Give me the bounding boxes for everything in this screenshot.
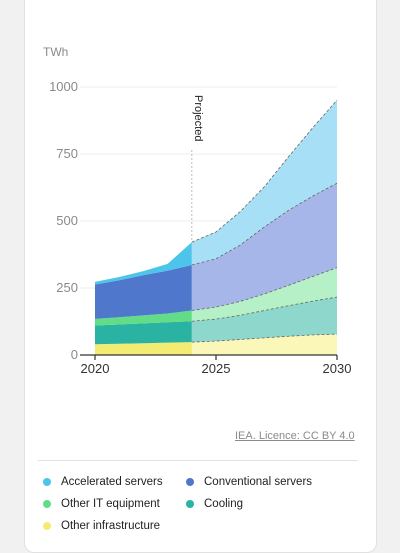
legend-divider	[38, 460, 358, 461]
area-projected-accelerated-servers	[191, 100, 337, 265]
projected-boundary-accelerated-servers	[191, 99, 338, 243]
area-historical-other-infrastructure	[95, 342, 192, 355]
y-tick-label: 250	[56, 280, 78, 295]
legend-item-accelerated-servers: Accelerated servers	[43, 476, 163, 488]
legend-label: Other IT equipment	[61, 498, 160, 510]
legend-item-other-infrastructure: Other infrastructure	[43, 520, 160, 532]
legend-swatch	[43, 522, 51, 530]
area-projected-other-infrastructure	[191, 334, 337, 355]
x-tick-label: 2020	[81, 361, 110, 376]
y-tick-labels: 0 250 500 750 1000	[49, 79, 78, 362]
projected-boundary-other-it-equipment	[191, 267, 338, 311]
area-projected-conventional-servers	[191, 183, 337, 311]
projected-boundary-conventional-servers	[191, 182, 338, 266]
y-tick-label: 1000	[49, 79, 78, 94]
area-historical-conventional-servers	[95, 264, 192, 319]
y-tick-label: 750	[56, 146, 78, 161]
projected-boundary-cooling	[191, 296, 338, 322]
projected-label: Projected	[192, 95, 204, 141]
stacked-areas	[95, 99, 338, 355]
y-tick-label: 500	[56, 213, 78, 228]
x-tick-labels: 2020 2025 2030	[81, 361, 352, 376]
legend-label: Cooling	[204, 498, 243, 510]
area-historical-other-it-equipment	[95, 310, 192, 326]
legend-item-conventional-servers: Conventional servers	[186, 476, 312, 488]
area-historical-cooling	[95, 321, 192, 345]
x-tick-label: 2025	[202, 361, 231, 376]
projected-boundary-other-infrastructure	[191, 333, 338, 343]
legend-swatch	[43, 478, 51, 486]
legend-label: Conventional servers	[204, 476, 313, 488]
legend-item-other-it-equipment: Other IT equipment	[43, 498, 160, 510]
area-projected-other-it-equipment	[191, 267, 337, 322]
x-axis	[80, 354, 338, 360]
area-historical-accelerated-servers	[95, 242, 192, 285]
legend-label: Other infrastructure	[61, 520, 161, 532]
legend-label: Accelerated servers	[61, 476, 163, 488]
x-tick-label: 2030	[323, 361, 352, 376]
y-tick-label: 0	[71, 347, 78, 362]
y-unit-label: TWh	[43, 45, 68, 59]
area-projected-cooling	[191, 297, 337, 343]
legend-swatch	[43, 500, 51, 508]
legend-swatch	[186, 478, 194, 486]
legend-item-cooling: Cooling	[186, 498, 243, 510]
legend-swatch	[186, 500, 194, 508]
source-link[interactable]: IEA. Licence: CC BY 4.0	[235, 430, 355, 442]
